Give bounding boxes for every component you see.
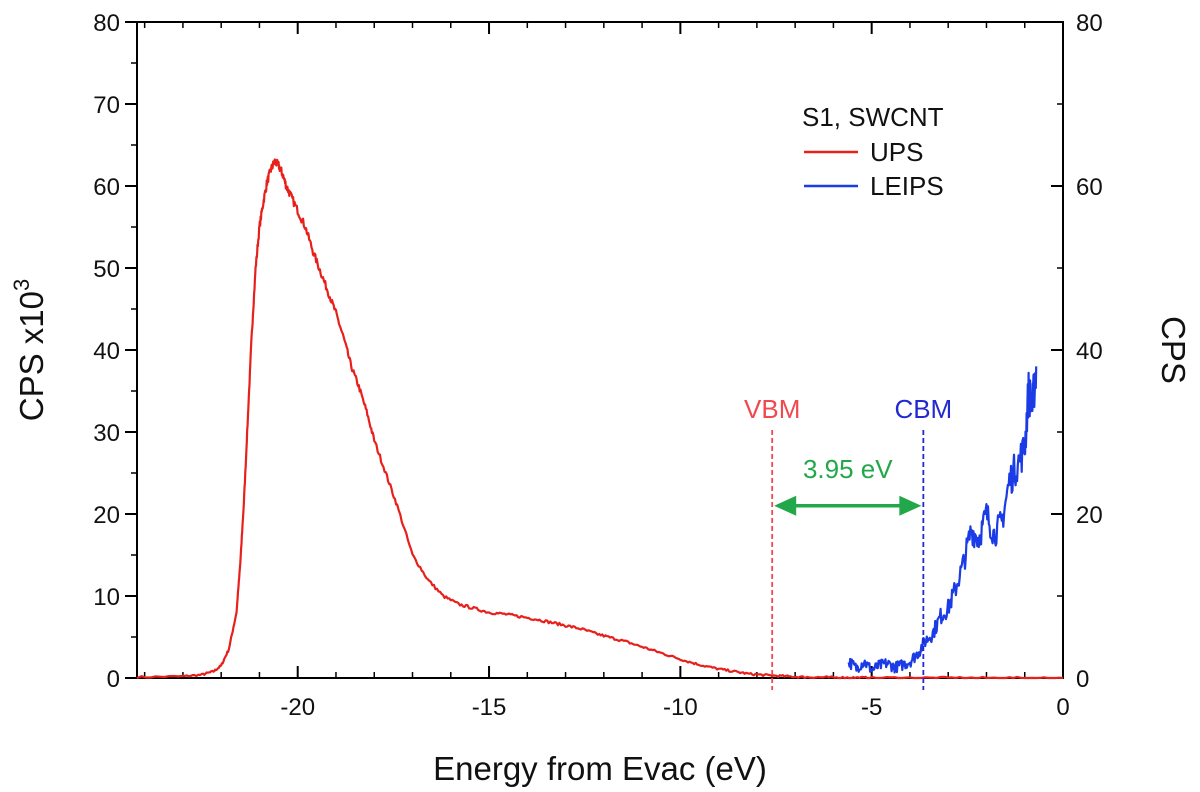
axes-group: -20 -15 -10 -5 001020304050607080020406080En…	[9, 10, 1192, 787]
vbm-label: VBM	[744, 394, 800, 424]
y-left-tick-label: 60	[93, 174, 120, 201]
y-right-tick-label: 60	[1076, 174, 1103, 201]
y-left-tick-label: 30	[93, 420, 120, 447]
x-tick-label: -20	[280, 694, 315, 721]
x-tick-label: -10	[663, 694, 698, 721]
y-left-tick-label: 10	[93, 584, 120, 611]
x-axis-label: Energy from Evac (eV)	[433, 750, 767, 787]
y-left-tick-label: 70	[93, 92, 120, 119]
y-left-axis-exponent: 3	[9, 279, 34, 291]
y-left-tick-label: 40	[93, 338, 120, 365]
x-tick-label: -5	[861, 694, 882, 721]
y-right-tick-label: 80	[1076, 10, 1103, 37]
series-line-ups	[136, 158, 1064, 680]
gap-label: 3.95 eV	[803, 454, 893, 484]
legend-label-leips: LEIPS	[870, 171, 944, 201]
series-line-leips	[847, 366, 1038, 674]
legend: S1, SWCNT UPS LEIPS	[802, 102, 944, 201]
gap-arrow-head-left	[774, 495, 797, 516]
legend-label-ups: UPS	[870, 137, 923, 167]
y-left-axis-label: CPS x103	[9, 279, 50, 421]
gap-arrow-head-right	[899, 495, 922, 516]
y-left-tick-label: 0	[107, 666, 120, 693]
y-left-tick-label: 50	[93, 256, 120, 283]
x-tick-label: 0	[1056, 694, 1069, 721]
cbm-label: CBM	[894, 394, 952, 424]
data-group	[136, 158, 1064, 680]
legend-title: S1, SWCNT	[802, 102, 944, 132]
x-tick-label: -15	[472, 694, 507, 721]
y-right-axis-label: CPS	[1155, 316, 1192, 384]
y-left-tick-label: 20	[93, 502, 120, 529]
y-right-tick-label: 40	[1076, 338, 1103, 365]
y-right-tick-label: 20	[1076, 502, 1103, 529]
y-left-tick-label: 80	[93, 10, 120, 37]
y-right-tick-label: 0	[1076, 666, 1089, 693]
